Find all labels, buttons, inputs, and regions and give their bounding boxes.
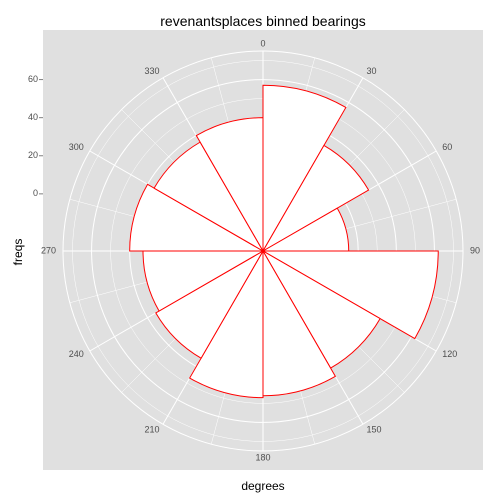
radius-tick-label: 60 xyxy=(28,74,38,84)
bar-30-60 xyxy=(261,144,370,253)
minor-circle-gridline xyxy=(72,60,454,442)
radius-tick-label: 20 xyxy=(28,150,38,160)
angle-tick-label: 180 xyxy=(255,452,270,462)
angle-tick-label: 210 xyxy=(144,425,159,435)
radius-tick-label: 40 xyxy=(28,112,38,122)
angle-tick-label: 30 xyxy=(367,66,377,76)
bar-0-30 xyxy=(262,84,347,253)
angle-tick-label: 270 xyxy=(41,245,56,255)
chart-title: revenantsplaces binned bearings xyxy=(160,13,365,29)
angle-tick-label: 60 xyxy=(442,142,452,152)
angle-tick-label: 330 xyxy=(144,66,159,76)
bar-270-300 xyxy=(129,183,265,252)
angle-tick-label: 300 xyxy=(69,142,84,152)
radius-tick-label: 0 xyxy=(33,188,38,198)
bar-90-120 xyxy=(261,250,439,340)
bar-210-240 xyxy=(155,249,265,359)
angle-tick-label: 0 xyxy=(260,38,265,48)
bar-330-360 xyxy=(195,117,264,253)
angle-tick-labels: 0 30 60 90 120 150 180 210 240 270 300 330 xyxy=(41,38,480,462)
bars xyxy=(129,84,439,399)
angle-tick-label: 150 xyxy=(367,425,382,435)
y-axis-title: freqs xyxy=(11,239,25,266)
radius-tick-labels: 0 20 40 60 xyxy=(28,74,43,198)
x-axis-title: degrees xyxy=(241,479,284,493)
bar-180-210 xyxy=(188,249,264,399)
angle-tick-label: 90 xyxy=(470,245,480,255)
outer-circle-gridline xyxy=(62,50,464,452)
angle-tick-label: 120 xyxy=(442,349,457,359)
angle-tick-label: 240 xyxy=(69,349,84,359)
